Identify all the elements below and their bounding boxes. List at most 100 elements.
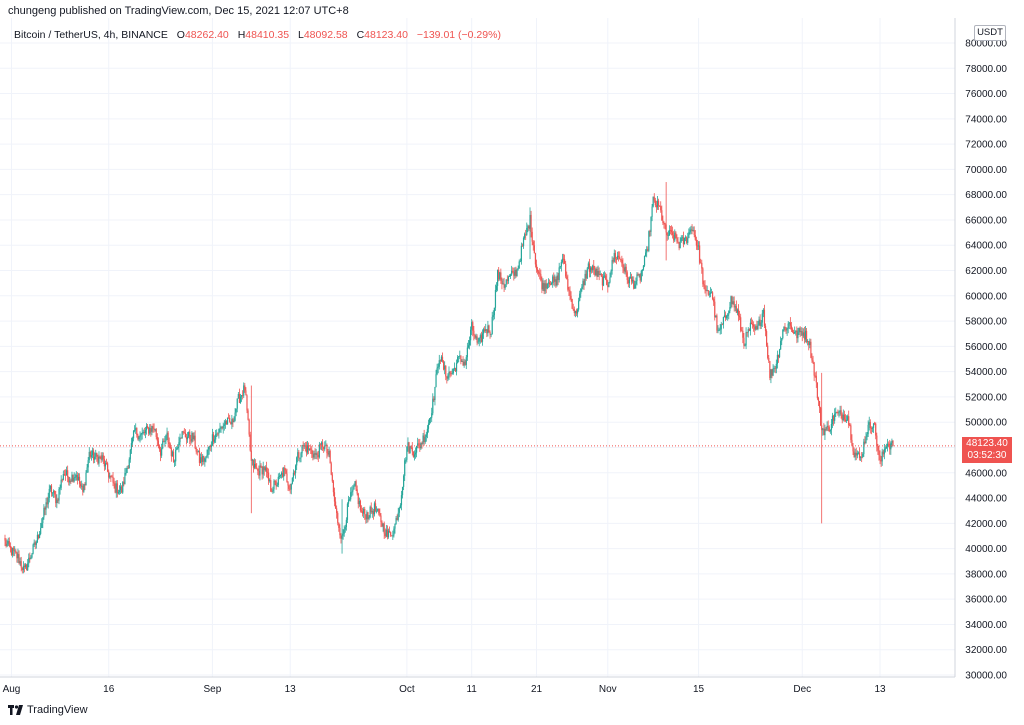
candle-body (129, 449, 131, 460)
candle-body (433, 398, 435, 400)
candle-body (657, 200, 660, 206)
candle-body (207, 449, 209, 455)
candle-body (75, 474, 77, 478)
candle-body (314, 453, 316, 455)
candle-body (850, 425, 852, 440)
candle-body (713, 298, 715, 302)
candle-body (539, 273, 541, 275)
candle-body (410, 446, 412, 448)
candle-body (37, 534, 40, 538)
candle-body (436, 367, 438, 375)
candle-body (210, 445, 212, 448)
candle-body (406, 446, 408, 460)
candle-body (513, 271, 515, 276)
candle-body (370, 506, 372, 513)
candle-body (515, 269, 517, 277)
candle-body (266, 471, 269, 473)
candle-body (428, 418, 431, 424)
candle-body (732, 301, 734, 305)
symbol-name[interactable]: Bitcoin / TetherUS, 4h, BINANCE (14, 29, 168, 41)
candle-body (50, 485, 53, 494)
candle-body (186, 436, 189, 440)
candle-body (573, 309, 575, 314)
candle-body (804, 330, 807, 340)
candle-body (232, 419, 234, 423)
candle-body (323, 446, 325, 450)
candle-body (820, 407, 822, 426)
tradingview-logo[interactable]: TradingView (8, 704, 88, 716)
candle-body (584, 273, 586, 286)
candle-body (391, 535, 393, 537)
candle-body (68, 476, 70, 483)
candle-body (382, 523, 384, 527)
candle-body (629, 276, 632, 278)
candle-body (134, 430, 136, 431)
candle-body (872, 423, 875, 428)
candle-body (540, 274, 542, 281)
candle-body (620, 259, 622, 261)
candle-body (401, 486, 404, 496)
candle-body (494, 289, 497, 308)
candle-body (851, 439, 853, 446)
candle-body (699, 245, 701, 263)
candle-body (450, 373, 452, 375)
candle-body (197, 450, 199, 452)
candle-body (13, 547, 15, 551)
candle-body (849, 425, 851, 427)
candle-body (656, 200, 659, 208)
y-tick-label: 62000.00 (965, 266, 1007, 277)
candle-body (22, 565, 24, 571)
candle-body (360, 510, 363, 512)
candle-body (616, 255, 619, 260)
candle-body (642, 265, 645, 270)
candle-body (659, 205, 661, 207)
candle-body (707, 290, 709, 295)
candle-body (376, 510, 378, 512)
candle-body (532, 241, 534, 246)
candle-body (529, 214, 531, 229)
candle-body (867, 424, 869, 435)
candle-body (571, 298, 573, 309)
candle-body (633, 279, 635, 289)
candle-body (602, 276, 605, 286)
candle-body (480, 335, 483, 342)
candle-body (398, 508, 400, 513)
candle-body (549, 284, 552, 286)
candle-body (356, 489, 358, 494)
candle-body (126, 468, 128, 473)
candle-body (518, 261, 520, 269)
candle-body (112, 476, 114, 483)
candle-body (18, 554, 20, 564)
candle-body (215, 434, 217, 440)
candle-body (99, 456, 101, 458)
candle-body (196, 451, 198, 453)
candle-body (603, 275, 606, 277)
candle-body (65, 470, 68, 476)
candle-body (491, 316, 493, 334)
candle-body (527, 226, 529, 228)
candle-body (770, 369, 772, 378)
y-tick-label: 60000.00 (965, 291, 1007, 302)
candle-body (411, 447, 413, 452)
candle-body (838, 411, 840, 413)
candle-body (211, 434, 214, 446)
candle-body (822, 428, 824, 431)
candle-body (859, 456, 862, 458)
candle-body (756, 326, 758, 330)
candle-body (749, 322, 752, 331)
low-label: L (298, 29, 304, 41)
candle-body (651, 206, 653, 217)
currency-button[interactable]: USDT (974, 25, 1006, 41)
candle-body (55, 494, 57, 504)
candle-body (478, 338, 480, 342)
change-value: −139.01 (−0.29%) (416, 29, 501, 41)
candle-body (511, 270, 513, 275)
candle-body (795, 330, 797, 333)
candle-body (574, 310, 576, 314)
candle-body (332, 481, 335, 493)
candle-body (137, 434, 139, 440)
candle-body (117, 492, 120, 494)
candle-body (220, 427, 222, 429)
candle-body (531, 231, 533, 242)
